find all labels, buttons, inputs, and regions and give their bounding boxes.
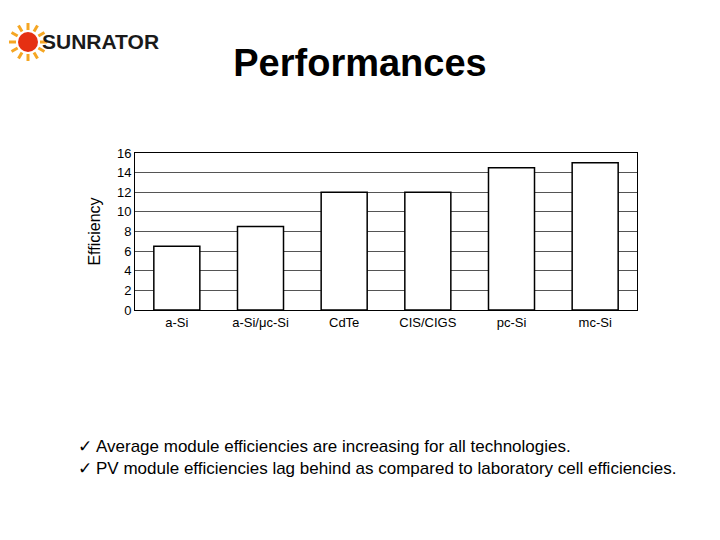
svg-text:6: 6: [124, 244, 131, 259]
svg-text:pc-Si: pc-Si: [497, 315, 527, 330]
svg-text:a-Si/μc-Si: a-Si/μc-Si: [232, 315, 289, 330]
svg-text:Efficiency: Efficiency: [86, 197, 103, 265]
html-text:Performances: Performances: [233, 42, 487, 84]
html-text:✓ Average module efficiencies: ✓ Average module efficiencies are increa…: [78, 437, 571, 456]
svg-text:CdTe: CdTe: [329, 315, 359, 330]
svg-text:0: 0: [124, 303, 131, 318]
svg-text:16: 16: [117, 146, 131, 161]
svg-text:a-Si: a-Si: [165, 315, 188, 330]
html-text:✓ PV module efficiencies lag b: ✓ PV module efficiencies lag behind as c…: [78, 459, 677, 478]
svg-text:CIS/CIGS: CIS/CIGS: [399, 315, 456, 330]
svg-text:SUNRATOR: SUNRATOR: [42, 30, 159, 53]
svg-text:2: 2: [124, 283, 131, 298]
svg-text:8: 8: [124, 224, 131, 239]
svg-text:12: 12: [117, 185, 131, 200]
svg-text:4: 4: [124, 263, 131, 278]
svg-text:mc-Si: mc-Si: [579, 315, 612, 330]
svg-text:10: 10: [117, 204, 131, 219]
svg-text:14: 14: [117, 165, 131, 180]
